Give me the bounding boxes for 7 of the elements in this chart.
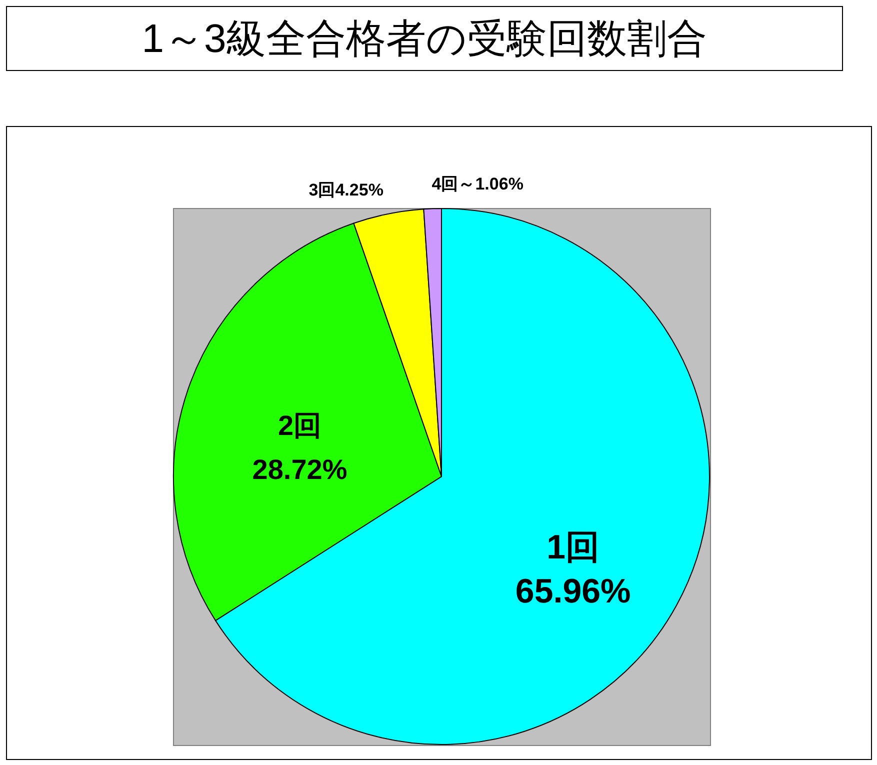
slice-label: 3回4.25% (308, 180, 384, 200)
slice-label: 2回 (278, 410, 322, 442)
slice-label: 4回～1.06% (432, 174, 524, 194)
chart-title: 1～3級全合格者の受験回数割合 (6, 6, 843, 71)
data-label: 65.96% (515, 572, 631, 611)
data-label: 28.72% (252, 454, 348, 486)
slice-label: 1回 (546, 528, 600, 567)
